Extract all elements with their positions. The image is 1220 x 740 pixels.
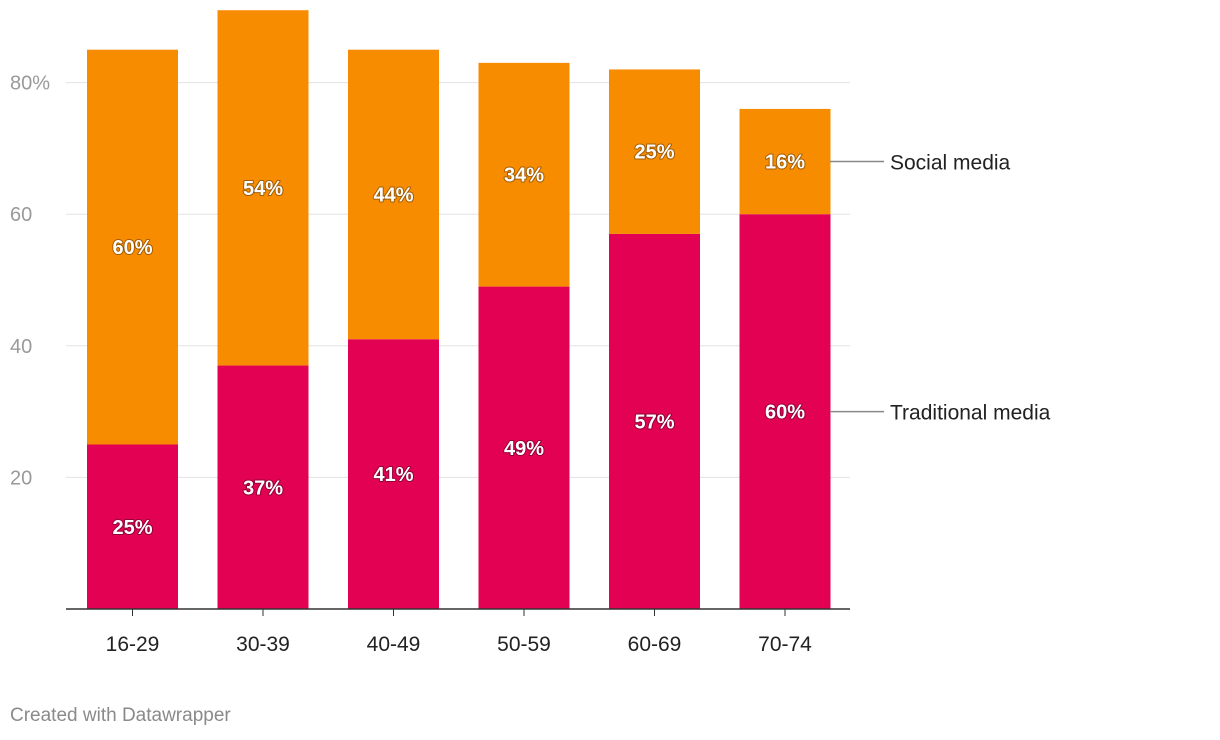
bar-traditional-media <box>478 286 570 609</box>
bar-value-label: 25% <box>112 517 152 539</box>
x-tick-label: 30-39 <box>236 633 290 656</box>
bar-traditional-media <box>348 339 439 609</box>
bar-social-media <box>348 49 439 340</box>
bar-value-label: 49% <box>504 438 544 460</box>
x-tick-label: 40-49 <box>367 633 421 656</box>
x-tick-label: 16-29 <box>106 633 160 656</box>
bar-social-media <box>87 49 178 445</box>
legend-traditional-media: Traditional media <box>890 402 1051 425</box>
bar-value-label: 57% <box>634 411 674 433</box>
bar-value-label: 60% <box>112 237 152 259</box>
bar-traditional-media <box>609 233 700 609</box>
bar-value-label: 34% <box>504 165 544 187</box>
bar-social-media <box>217 10 309 366</box>
bar-value-label: 25% <box>634 142 674 164</box>
bar-social-media <box>478 62 570 287</box>
bar-value-label: 16% <box>765 152 805 174</box>
stacked-bar-chart: 20 40 60 80% 25% 60% 16-29 37% 54% 30-39 41% 44% 40-… <box>10 10 1051 656</box>
y-tick-label: 80% <box>10 73 50 95</box>
y-tick-label: 60 <box>10 204 32 226</box>
bar-value-label: 60% <box>765 402 805 424</box>
legend-social-media: Social media <box>890 152 1011 175</box>
x-tick-label: 70-74 <box>758 633 812 656</box>
bar-traditional-media <box>217 365 309 609</box>
bar-value-label: 54% <box>243 178 283 200</box>
bar-value-label: 44% <box>373 184 413 206</box>
bar-social-media <box>609 69 700 234</box>
y-tick-label: 20 <box>10 467 32 489</box>
y-tick-label: 40 <box>10 336 32 358</box>
x-tick-label: 50-59 <box>497 633 551 656</box>
bar-social-media <box>739 108 831 215</box>
x-tick-label: 60-69 <box>628 633 682 656</box>
bar-traditional-media <box>87 444 178 609</box>
bar-traditional-media <box>739 214 831 609</box>
bar-value-label: 37% <box>243 477 283 499</box>
bar-value-label: 41% <box>373 464 413 486</box>
footer-credit: Created with Datawrapper <box>10 705 231 726</box>
